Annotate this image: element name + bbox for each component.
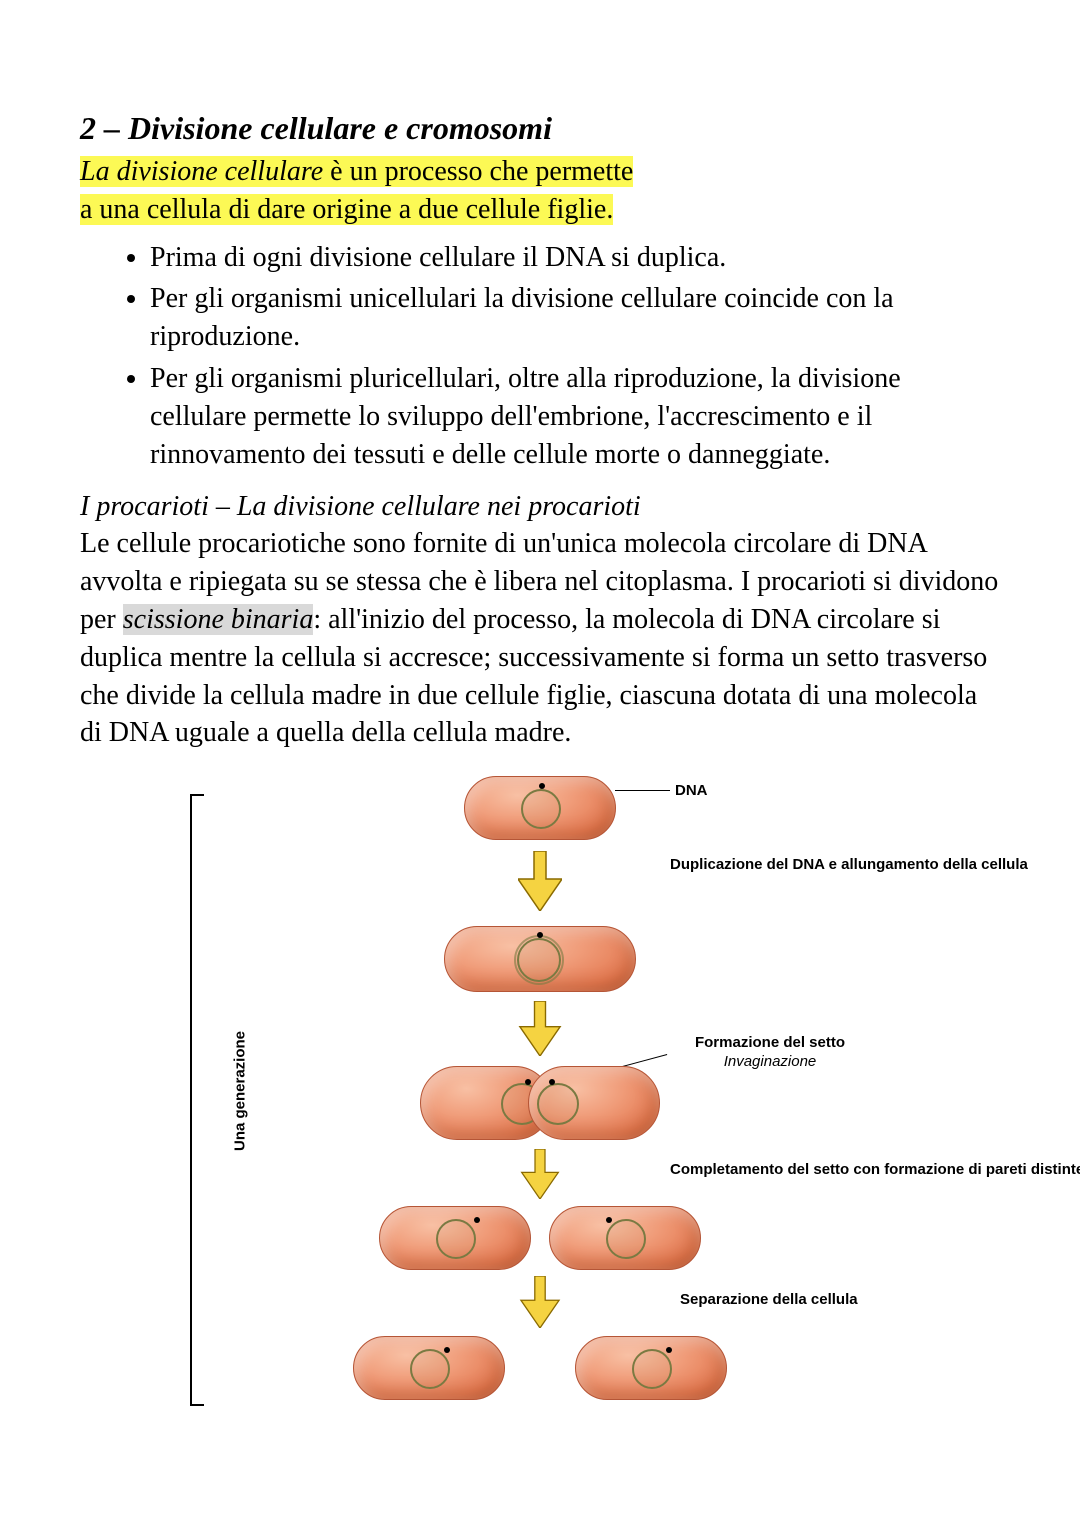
cell-3-pinched [420,1066,660,1138]
intro-line-1: La divisione cellulare è un processo che… [80,153,1000,191]
stage-3 [420,1066,660,1138]
generation-bracket [190,794,204,1406]
origin-dot [666,1347,672,1353]
arrow-3 [518,1149,562,1199]
dna-label: DNA [675,782,708,801]
arrow-4 [518,1276,562,1328]
body-paragraph: Le cellule procariotiche sono fornite di… [80,525,1000,752]
setto-label: Formazione del setto Invaginazione [670,1034,870,1072]
bullet-item: Prima di ogni divisione cellulare il DNA… [150,239,1000,277]
stage-2 [444,926,636,992]
completion-label: Completamento del setto con formazione d… [670,1161,900,1180]
intro-line-2: a una cellula di dare origine a due cell… [80,191,1000,229]
dna-ring [537,1083,579,1125]
cell-4b [549,1206,701,1270]
setto-label-main: Formazione del setto [695,1034,845,1051]
arrow-1 [518,851,562,911]
leader-line [615,790,670,791]
cell-1 [464,776,616,840]
binary-fission-diagram: Una generazione DNA Duplicazione del DNA… [190,776,890,1406]
cell-3-right-lobe [528,1066,660,1140]
stage-4 [379,1206,701,1270]
origin-dot [525,1079,531,1085]
cell-5b [575,1336,727,1400]
origin-dot [444,1347,450,1353]
intro-highlight-rest: è un processo che permette [323,156,633,187]
cell-5a [353,1336,505,1400]
generation-bracket-label: Una generazione [232,1031,249,1151]
cell-2 [444,926,636,992]
arrow-2 [518,1001,562,1056]
stage-5 [353,1336,727,1400]
dna-ring [521,789,561,829]
dna-ring [436,1219,476,1259]
page-title: 2 – Divisione cellulare e cromosomi [80,110,1000,147]
intro-highlight-line2: a una cellula di dare origine a due cell… [80,194,613,225]
dna-ring [632,1349,672,1389]
dna-ring [410,1349,450,1389]
cell-4a [379,1206,531,1270]
bullet-item: Per gli organismi pluricellulari, oltre … [150,360,1000,473]
dna-ring [606,1219,646,1259]
bullet-item: Per gli organismi unicellulari la divisi… [150,280,1000,356]
origin-dot [549,1079,555,1085]
document-page: 2 – Divisione cellulare e cromosomi La d… [0,0,1080,1527]
origin-dot [474,1217,480,1223]
stage-1 [464,776,616,840]
origin-dot [537,932,543,938]
duplication-label: Duplicazione del DNA e allungamento dell… [670,856,880,875]
dna-ring-outer [514,935,564,985]
bullet-list: Prima di ogni divisione cellulare il DNA… [80,239,1000,474]
para-grey-highlight: scissione binaria [123,604,314,635]
intro-highlight-italic: La divisione cellulare [80,156,323,187]
origin-dot [539,783,545,789]
origin-dot [606,1217,612,1223]
subheading: I procarioti – La divisione cellulare ne… [80,491,1000,523]
setto-label-italic: Invaginazione [670,1053,870,1072]
separation-label: Separazione della cellula [680,1291,858,1310]
